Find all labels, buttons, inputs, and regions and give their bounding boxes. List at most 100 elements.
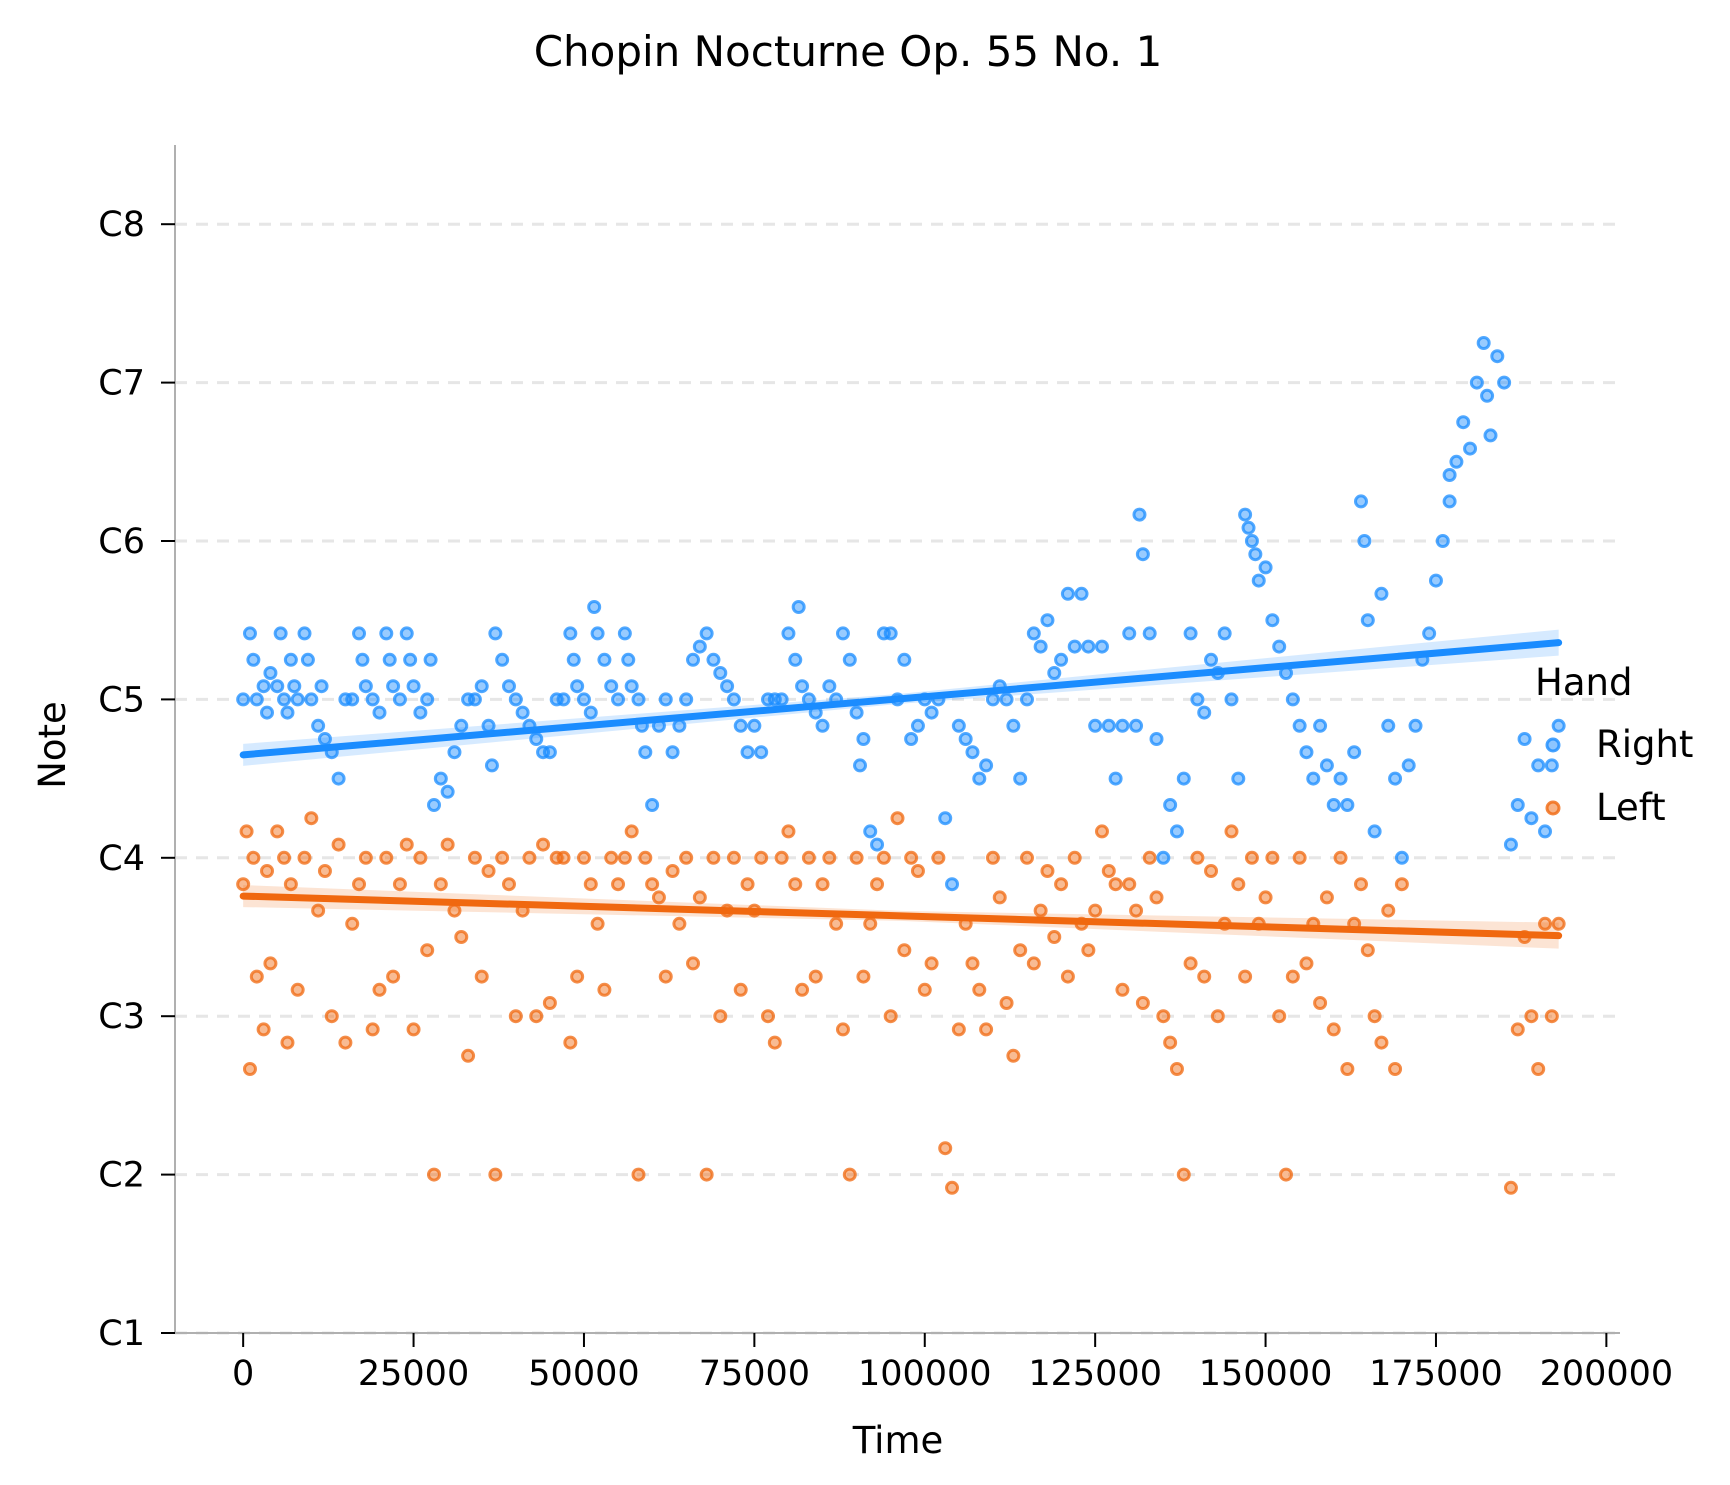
y-tick-label: C5 <box>98 680 145 720</box>
point-left <box>399 837 414 852</box>
point-right <box>1357 534 1372 548</box>
point-left <box>501 877 516 892</box>
point-right <box>287 679 302 694</box>
point-left <box>1204 864 1219 878</box>
point-right <box>300 652 315 667</box>
point-left <box>1142 850 1157 865</box>
point-left <box>488 1167 503 1182</box>
point-left <box>270 824 285 839</box>
point-left <box>1210 1009 1225 1024</box>
scatter-points <box>236 336 1566 1195</box>
point-left <box>965 956 980 971</box>
point-right <box>1142 626 1157 641</box>
point-left <box>1020 850 1035 865</box>
point-right <box>1544 758 1559 773</box>
x-axis-ticks: 0 25000 50000 75000 100000 125000 150000 175000… <box>232 1333 1673 1394</box>
point-right <box>1326 798 1341 812</box>
y-axis-title: Note <box>31 701 74 789</box>
point-left <box>1388 1062 1403 1076</box>
point-right <box>1197 705 1212 720</box>
point-left <box>246 850 261 865</box>
point-right <box>1517 732 1532 746</box>
point-left <box>931 850 946 865</box>
y-tick-label: C3 <box>98 997 145 1037</box>
point-left <box>386 969 401 984</box>
point-right <box>849 705 864 720</box>
point-right <box>1067 639 1082 654</box>
point-left <box>433 877 448 892</box>
point-right <box>311 718 326 733</box>
point-right <box>256 679 271 694</box>
point-left <box>1394 877 1409 892</box>
point-right <box>883 626 898 641</box>
point-left <box>263 956 278 971</box>
y-axis-ticks: C1 C2 C3 C4 C5 C6 C7 C8 <box>98 205 175 1354</box>
point-right <box>781 626 796 641</box>
point-left <box>835 1022 850 1037</box>
point-right <box>467 692 482 707</box>
point-left <box>1040 864 1055 878</box>
point-left <box>283 877 298 892</box>
point-left <box>910 864 925 878</box>
point-right <box>1480 388 1495 403</box>
point-left <box>365 1022 380 1037</box>
point-right <box>1115 718 1130 733</box>
point-left <box>801 850 816 865</box>
point-right <box>999 692 1014 707</box>
point-right <box>1238 507 1253 522</box>
point-right <box>1469 375 1484 390</box>
point-left <box>604 850 619 865</box>
point-left <box>795 982 810 997</box>
point-left <box>236 877 251 892</box>
point-right <box>427 798 442 812</box>
point-left <box>454 930 469 944</box>
point-right <box>1388 771 1403 786</box>
point-left <box>1197 969 1212 984</box>
point-right <box>386 679 401 694</box>
point-left <box>740 877 755 892</box>
point-right <box>774 692 789 707</box>
point-right <box>1047 666 1062 680</box>
point-left <box>536 837 551 852</box>
point-right <box>1313 718 1328 733</box>
point-left <box>638 850 653 865</box>
point-right <box>1122 626 1137 641</box>
legend-title: Hand <box>1535 661 1632 704</box>
point-right <box>576 692 591 707</box>
point-right <box>1551 718 1566 733</box>
point-left <box>883 1009 898 1024</box>
point-left <box>1067 850 1082 865</box>
regression-line-right <box>239 639 1563 759</box>
point-left <box>583 877 598 892</box>
point-left <box>280 1035 295 1050</box>
point-right <box>358 679 373 694</box>
point-right <box>665 745 680 760</box>
point-right <box>1244 534 1259 548</box>
point-right <box>686 652 701 667</box>
point-right <box>1428 573 1443 588</box>
point-right <box>1401 758 1416 773</box>
legend-marker-right <box>1545 737 1561 753</box>
point-left <box>1054 877 1069 892</box>
point-right <box>1265 613 1280 628</box>
point-left <box>413 850 428 865</box>
point-left <box>706 850 721 865</box>
point-right <box>345 692 360 707</box>
point-right <box>1217 626 1232 641</box>
y-tick-label: C6 <box>98 522 145 562</box>
point-left <box>945 1180 960 1195</box>
point-left <box>658 969 673 984</box>
point-right <box>1248 547 1263 562</box>
point-right <box>399 626 414 641</box>
point-right <box>515 705 530 720</box>
point-left <box>542 996 557 1010</box>
point-right <box>972 771 987 786</box>
point-left <box>1088 903 1103 918</box>
point-right <box>1306 771 1321 786</box>
point-right <box>979 758 994 773</box>
point-right <box>604 679 619 694</box>
point-left <box>570 969 585 984</box>
point-right <box>236 692 251 707</box>
point-left <box>917 982 932 997</box>
point-left <box>665 864 680 878</box>
